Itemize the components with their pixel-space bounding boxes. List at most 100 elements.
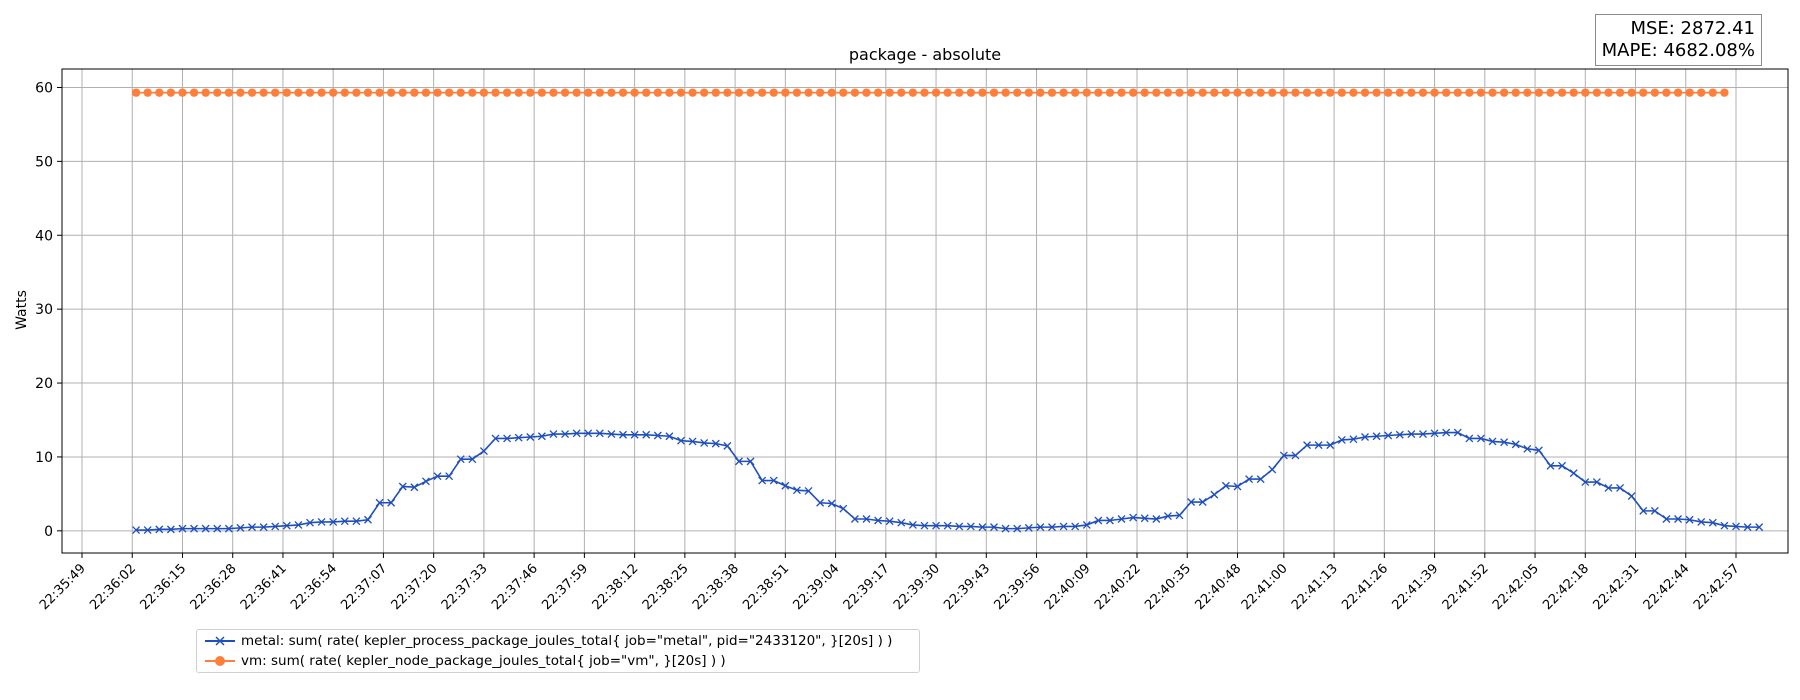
metal-point-stroke [491,434,500,443]
metal-point-stroke [1627,492,1636,501]
vm-point [491,88,500,97]
metal-point-stroke [1465,434,1474,443]
metal-point [1511,440,1520,449]
metal-point [1314,441,1323,450]
legend-label-metal: metal: sum( rate( kepler_process_package… [241,633,893,649]
vm-point [1326,88,1335,97]
x-tick-label: 22:36:15 [137,561,189,613]
metal-point [1627,492,1636,501]
metal-point [561,430,570,438]
vm-point [943,88,952,97]
metal-point-stroke [1349,435,1358,444]
vm-point [456,88,465,97]
vm-point [1557,88,1567,97]
metal-point-stroke [155,525,164,534]
metal-point [259,523,268,532]
metal-point [456,455,465,464]
y-tick-label: 40 [35,228,53,244]
metal-point [827,499,836,508]
vm-point [526,88,535,97]
metal-point [178,524,187,533]
vm-point [1673,88,1683,97]
metal-point [549,430,558,438]
vm-point [1395,88,1404,97]
metal-point [1592,478,1601,487]
metal-point [1407,430,1416,438]
metal-point [816,498,825,507]
metal-point [166,525,175,534]
metal-point [503,434,512,443]
vm-point [1233,88,1242,97]
vm-point [549,88,558,97]
x-tick-label: 22:38:38 [690,561,742,613]
metal-point [1187,498,1196,506]
vm-point [1499,88,1509,97]
x-tick-label: 22:40:09 [1042,561,1094,613]
x-tick-label: 22:38:25 [640,561,692,613]
metal-point-stroke [1198,498,1207,506]
metal-point [700,438,709,447]
metal-point [1233,482,1242,491]
vm-point [1708,88,1718,97]
metal-point-stroke [1163,512,1172,521]
vm-point [1627,88,1636,97]
metal-point [1546,461,1555,470]
metal-point-stroke [1036,523,1045,532]
vm-point [653,88,663,97]
metal-point [607,430,616,438]
metal-point [711,439,720,448]
metal-point-stroke [711,439,720,448]
mse-text: MSE: 2872.41 [1630,18,1755,39]
x-tick-label: 22:42:31 [1590,561,1642,613]
metal-point-stroke [1152,515,1161,523]
legend-label-vm: vm: sum( rate( kepler_node_package_joule… [241,653,726,669]
metal-point [132,526,141,535]
vm-point [908,88,918,97]
metal-point [908,520,917,529]
vm-point [352,88,361,97]
metal-point-stroke [1500,438,1509,447]
vm-point [676,88,686,97]
x-tick-label: 22:36:41 [238,561,290,613]
metal-point-stroke [816,498,825,507]
metal-point [1453,428,1462,437]
vm-point [1441,88,1451,97]
metal-point [1650,506,1659,515]
metal-point-stroke [1650,506,1659,515]
vm-point [1268,88,1277,97]
vm-point [317,88,326,97]
metal-point [1094,516,1103,525]
y-tick-label: 50 [35,154,53,170]
vm-point [630,88,639,97]
metal-point-stroke [607,430,616,438]
metal-point-stroke [352,517,361,526]
metal-point-stroke [398,482,407,491]
metal-point [746,457,755,466]
vm-point [1001,88,1010,97]
metal-point-stroke [1581,478,1590,487]
vm-point [1581,88,1590,97]
metal-point-stroke [839,504,848,513]
metal-point [630,430,639,439]
metal-point-stroke [306,518,314,527]
metal-point [688,437,697,446]
metal-point [1465,434,1474,443]
metal-point [758,476,767,485]
metal-point [224,524,233,533]
metal-point-stroke [1442,428,1451,437]
vm-point [502,88,512,97]
y-tick-label: 20 [35,376,53,392]
metal-point [804,486,813,495]
metal-point-stroke [514,433,523,442]
metal-point [1743,523,1752,532]
metal-point-stroke [410,483,419,492]
vm-point [1465,88,1474,97]
vm-point [155,88,164,97]
vm-point [1059,88,1068,97]
metal-point [433,472,442,481]
metal-point [1105,516,1114,525]
vm-point [143,88,152,97]
x-tick-label: 22:36:54 [288,561,340,613]
metal-point-stroke [1233,482,1242,491]
metal-point [398,482,407,491]
